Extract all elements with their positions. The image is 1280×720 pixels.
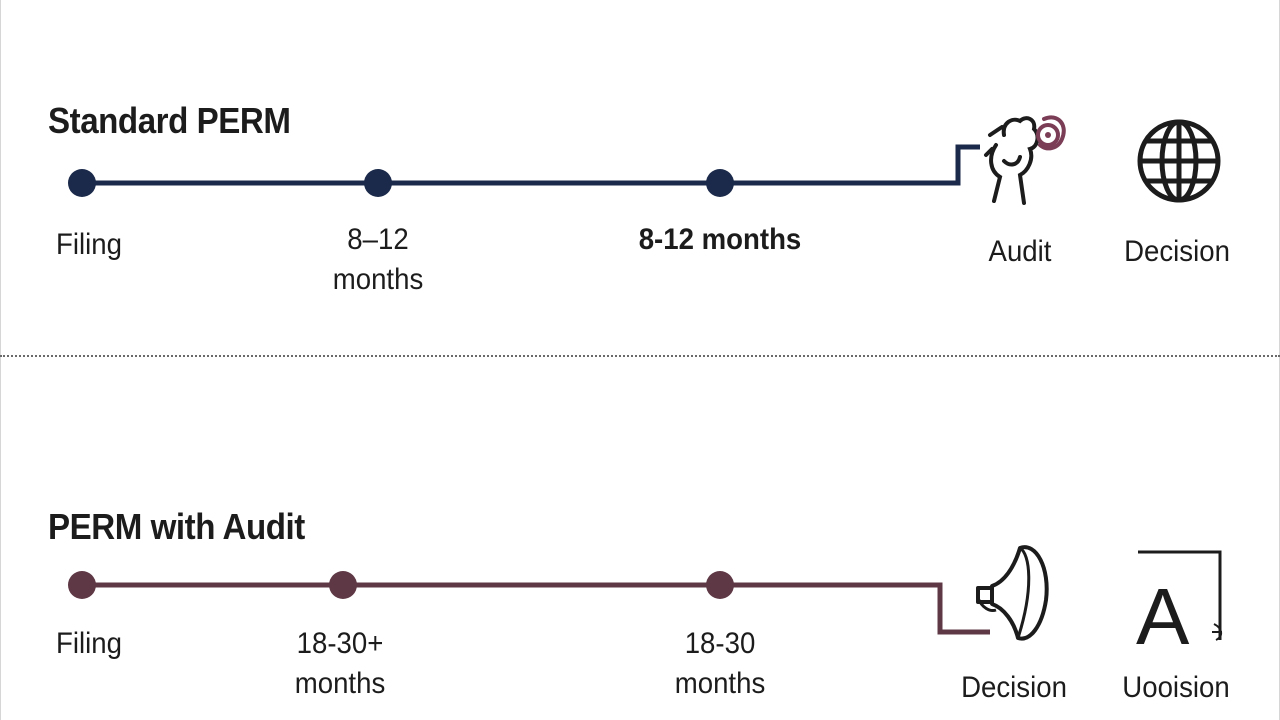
megaphone-icon xyxy=(976,545,1049,641)
timeline-line xyxy=(82,144,980,186)
audit-icon xyxy=(984,115,1066,205)
audit-perm-section: PERM with Audit Filing 18-30+ months 18-… xyxy=(0,360,1280,720)
icon-label-decision: Decision xyxy=(1124,235,1230,268)
milestone-dot-first xyxy=(329,571,357,599)
milestone-dot-first xyxy=(364,169,392,197)
milestone-label-second-line2: months xyxy=(674,667,766,700)
icon-label-audit: Audit xyxy=(988,235,1052,268)
section-divider xyxy=(0,355,1280,357)
milestone-label-first-line2: months xyxy=(332,263,424,296)
milestone-label-first-line1: 8–12 xyxy=(347,223,409,256)
audit-timeline xyxy=(68,571,990,635)
letter-a-icon: A xyxy=(1136,550,1222,658)
milestone-dot-second xyxy=(706,571,734,599)
section-title: PERM with Audit xyxy=(48,506,305,547)
milestone-label-first-line1: 18-30+ xyxy=(296,627,384,660)
milestone-label-first: 18-30+ months xyxy=(295,624,386,704)
icon-label-decision: Decision xyxy=(961,671,1067,704)
icon-label-decision-alt: Uooision xyxy=(1122,671,1230,704)
milestone-label-second: 18-30 months xyxy=(675,624,766,704)
section-title: Standard PERM xyxy=(48,100,291,141)
milestone-label-second: 8-12 months xyxy=(638,223,802,256)
standard-timeline xyxy=(68,144,980,197)
milestone-label-second-line1: 18-30 xyxy=(684,627,756,660)
timeline-line xyxy=(82,582,990,635)
milestone-label-filing: Filing xyxy=(56,228,122,261)
milestone-dot-second xyxy=(706,169,734,197)
milestone-dot-filing xyxy=(68,169,96,197)
letter-a-glyph: A xyxy=(1136,572,1190,658)
milestone-label-filing: Filing xyxy=(56,627,122,660)
left-frame-edge xyxy=(0,0,1,720)
milestone-label-first-line2: months xyxy=(294,667,386,700)
standard-perm-section: Standard PERM Filing 8–12 months 8-12 mo… xyxy=(0,0,1280,350)
milestone-dot-filing xyxy=(68,571,96,599)
globe-icon xyxy=(1137,119,1221,203)
milestone-label-first: 8–12 months xyxy=(333,220,424,300)
